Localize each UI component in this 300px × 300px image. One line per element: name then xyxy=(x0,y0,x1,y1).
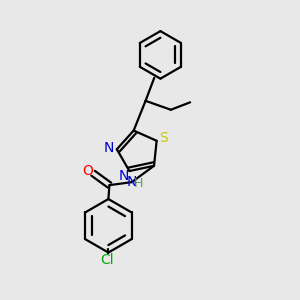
Text: Cl: Cl xyxy=(101,253,114,267)
Text: N: N xyxy=(104,141,114,155)
Text: S: S xyxy=(159,131,168,146)
Text: N: N xyxy=(119,169,129,183)
Text: O: O xyxy=(82,164,93,178)
Text: H: H xyxy=(134,176,143,190)
Text: N: N xyxy=(127,175,137,189)
